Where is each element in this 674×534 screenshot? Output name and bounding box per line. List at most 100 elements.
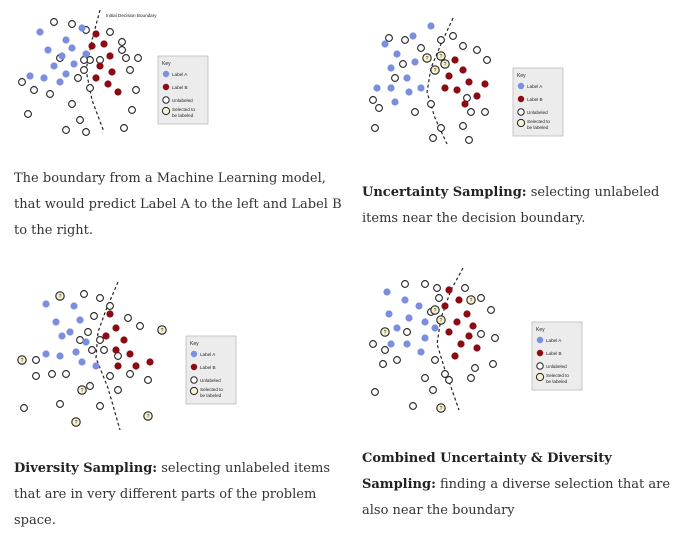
caption-uncertainty-bold: Uncertainty Sampling: [362,185,527,200]
unlabeled-point [18,78,26,86]
unlabeled-point [132,86,140,94]
label-a-point [92,362,100,370]
caption-combined-bold: Combined Uncertainty & Diversity Samplin… [362,451,612,492]
unlabeled-point [431,356,439,364]
unlabeled-point [435,294,443,302]
selected-point-mark: ? [75,420,78,426]
unlabeled-point [118,38,126,46]
unlabeled-point [369,340,377,348]
key-title: Key [536,327,545,333]
label-b-point [445,328,453,336]
selected-point-mark: ? [470,298,473,304]
selected-point [466,295,476,305]
key-unlabeled-swatch [517,108,525,116]
key-label-b: Label B [546,351,562,356]
unlabeled-point [86,84,94,92]
label-a-point [403,74,411,82]
label-a-point [62,70,70,78]
unlabeled-point [371,124,379,132]
label-b-point [453,86,461,94]
unlabeled-point [433,284,441,292]
selected-point-mark: ? [440,406,443,412]
unlabeled-point [96,336,104,344]
unlabeled-point [24,110,32,118]
unlabeled-point [100,346,108,354]
selected-point [422,53,432,63]
key-label-b: Label B [527,97,543,102]
key-label-a-swatch [536,336,544,344]
unlabeled-point [32,356,40,364]
unlabeled-point [96,402,104,410]
key-label-a-swatch [162,70,170,78]
key-selected-line2: be labeled [546,379,568,384]
selected-point [55,291,65,301]
key-label-b-swatch [517,95,525,103]
label-b-point [100,40,108,48]
label-a-point [421,318,429,326]
label-b-point [461,100,469,108]
unlabeled-point [463,94,471,102]
key-selected-swatch [161,106,171,116]
label-b-point [453,318,461,326]
label-a-point [387,64,395,72]
label-a-point [82,50,90,58]
unlabeled-point [489,360,497,368]
label-b-point [455,296,463,304]
unlabeled-point [96,56,104,64]
label-a-point [381,40,389,48]
label-a-point [373,84,381,92]
unlabeled-point [90,312,98,320]
unlabeled-point [122,54,130,62]
unlabeled-point [80,56,88,64]
key-unlabeled-swatch [190,376,198,384]
unlabeled-point [409,402,417,410]
selected-point-mark: ? [444,62,447,68]
key-selected-line2: be labeled [172,113,194,118]
unlabeled-point [491,334,499,342]
key-selected-line2: be labeled [527,125,549,130]
unlabeled-point [445,376,453,384]
panel-uncertainty: ???? Key Label A Label B Unlabeled Selected t… [345,0,674,160]
selected-point [17,355,27,365]
label-a-point [411,58,419,66]
label-a-point [50,62,58,70]
unlabeled-point [467,374,475,382]
label-b-point [441,302,449,310]
key-unlabeled: Unlabeled [546,364,567,369]
label-b-point [114,88,122,96]
key-selected-swatch [516,118,526,128]
caption-initial: The boundary from a Machine Learning mod… [14,166,344,244]
label-b-point [112,346,120,354]
label-b-point [457,340,465,348]
unlabeled-point [381,346,389,354]
unlabeled-point [86,382,94,390]
label-a-point [56,78,64,86]
label-b-point [108,68,116,76]
selected-point-mark: ? [440,54,443,60]
label-b-point [441,84,449,92]
unlabeled-point [401,280,409,288]
unlabeled-point [48,370,56,378]
key-title: Key [162,61,171,67]
label-b-point [473,344,481,352]
label-b-point [120,336,128,344]
unlabeled-point [50,18,58,26]
unlabeled-point [401,36,409,44]
label-a-point [391,98,399,106]
label-b-point [463,310,471,318]
label-a-point [68,44,76,52]
label-a-point [78,358,86,366]
unlabeled-point [459,42,467,50]
label-a-point [62,36,70,44]
selected-point-mark: ? [147,414,150,420]
selected-point-mark: ? [434,68,437,74]
key-selected-line1: Selected to [527,119,550,124]
unlabeled-point [56,400,64,408]
unlabeled-point [437,36,445,44]
selected-point [143,411,153,421]
unlabeled-point [399,60,407,68]
